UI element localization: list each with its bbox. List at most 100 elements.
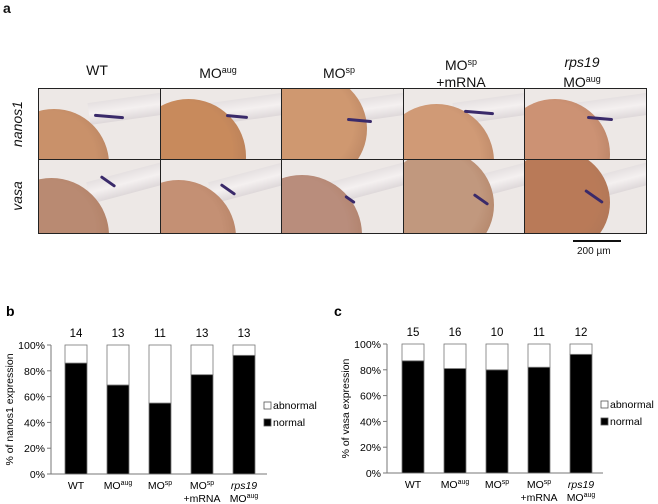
x-tick-superscript: aug <box>247 493 259 500</box>
y-tick-label: 80% <box>360 365 381 377</box>
x-tick-superscript: aug <box>121 480 133 487</box>
y-tick-label: 100% <box>354 339 381 351</box>
x-tick-superscript: sp <box>207 480 215 487</box>
column-header-text: WT <box>86 62 108 78</box>
row-label-nanos1: nanos1 <box>9 101 25 147</box>
x-tick-superscript: sp <box>502 479 510 486</box>
legend-label-normal: normal <box>273 417 305 429</box>
chart-b: b 0% 20% 40% 60% 80% 100%% of nanos1 expressio… <box>4 303 317 504</box>
panel-label: b <box>6 303 15 319</box>
x-tick-label: WT <box>68 480 85 492</box>
y-tick-label: 60% <box>24 392 45 404</box>
bar-normal <box>64 362 88 475</box>
n-label: 14 <box>70 328 83 340</box>
n-label: 13 <box>238 328 251 340</box>
bar-normal <box>485 369 509 474</box>
embryo-image-nanos1-2 <box>160 89 282 159</box>
column-header-superscript: aug <box>221 65 237 75</box>
y-tick-label: 20% <box>24 443 45 455</box>
embryo-image-vasa-3 <box>282 160 403 233</box>
y-tick-label: 40% <box>360 416 381 428</box>
x-tick-label: MOsp <box>485 479 509 491</box>
bar-normal <box>190 374 214 475</box>
x-tick-label: MOaug <box>567 492 596 504</box>
x-tick-label: MOsp <box>148 480 172 492</box>
n-label: 13 <box>112 328 125 340</box>
panel-a-label: a <box>3 0 11 16</box>
bar-normal <box>443 368 467 474</box>
chart-c: c 0% 20% 40% 60% 80% 100%% of vasa expression 1… <box>334 303 654 504</box>
embryo-tail <box>86 160 160 204</box>
embryo-image-vasa-4 <box>403 160 525 233</box>
n-label: 16 <box>449 327 462 339</box>
legend-swatch-abnormal <box>263 401 272 410</box>
embryo-image-nanos1-3 <box>282 89 403 159</box>
n-label: 12 <box>575 327 588 339</box>
y-tick-label: 0% <box>366 468 381 480</box>
column-header-text: MO <box>322 65 346 81</box>
column-header-superscript: aug <box>585 74 601 84</box>
embryo-image-vasa-2 <box>160 160 282 233</box>
column-header: MOaug <box>159 62 277 82</box>
legend-label-abnormal: abnormal <box>273 400 317 412</box>
bar-normal <box>401 360 425 474</box>
legend-label-normal: normal <box>610 416 642 428</box>
n-label: 10 <box>491 327 504 339</box>
x-tick-label: WT <box>405 479 422 491</box>
bar-normal <box>569 353 593 474</box>
legend-swatch-normal <box>263 418 272 427</box>
embryo-image-vasa-5 <box>525 160 646 233</box>
scale-bar-label: 200 µm <box>577 246 611 257</box>
y-axis-label: % of nanos1 expression <box>4 353 16 465</box>
x-tick-label: MOsp <box>527 479 551 491</box>
bar-abnormal <box>569 343 593 355</box>
y-axis-label: % of vasa expression <box>340 358 352 458</box>
y-tick-label: 20% <box>360 442 381 454</box>
bar-abnormal <box>485 343 509 371</box>
legend-swatch-normal <box>600 417 609 426</box>
x-tick-label: MOaug <box>230 493 259 504</box>
embryo-tail <box>87 89 160 125</box>
scale-bar <box>573 240 621 242</box>
x-tick-label: +mRNA <box>520 492 557 504</box>
column-header-text: rps19 <box>564 54 600 70</box>
x-tick-superscript: sp <box>544 479 552 486</box>
x-tick-superscript: aug <box>458 479 470 486</box>
bar-abnormal <box>443 343 467 369</box>
column-header-text: MO <box>444 57 468 73</box>
bar-normal <box>232 354 256 475</box>
column-header-text: MO <box>199 65 222 81</box>
x-tick-label: MOsp <box>190 480 214 492</box>
x-tick-superscript: aug <box>584 492 596 499</box>
bar-abnormal <box>401 343 425 362</box>
y-tick-label: 100% <box>18 340 45 352</box>
bar-abnormal <box>232 344 256 356</box>
n-label: 15 <box>407 327 420 339</box>
legend-label-abnormal: abnormal <box>610 399 654 411</box>
bar-normal <box>106 384 130 475</box>
column-header-text: MO <box>563 74 586 90</box>
y-tick-label: 60% <box>360 391 381 403</box>
bar-abnormal <box>148 344 172 404</box>
column-header: rps19 MOaug <box>523 54 641 91</box>
bar-abnormal <box>64 344 88 364</box>
x-tick-label: rps19 <box>231 480 257 492</box>
y-tick-label: 40% <box>24 417 45 429</box>
bar-normal <box>527 366 551 474</box>
bar-abnormal <box>527 343 551 368</box>
image-grid <box>38 88 647 234</box>
x-tick-label: +mRNA <box>183 493 220 504</box>
column-header-superscript: sp <box>345 65 356 75</box>
row-label-vasa: vasa <box>9 181 25 211</box>
y-tick-label: 80% <box>24 366 45 378</box>
embryo-image-nanos1-4 <box>403 89 525 159</box>
column-header-text: +mRNA <box>436 74 486 90</box>
y-tick-label: 0% <box>30 469 45 481</box>
column-header: MOsp +mRNA <box>402 54 520 91</box>
embryo-image-nanos1-1 <box>39 89 160 159</box>
bar-abnormal <box>106 344 130 386</box>
column-header: MOsp <box>280 62 398 82</box>
yolk <box>282 89 368 159</box>
x-tick-label: rps19 <box>568 479 594 491</box>
